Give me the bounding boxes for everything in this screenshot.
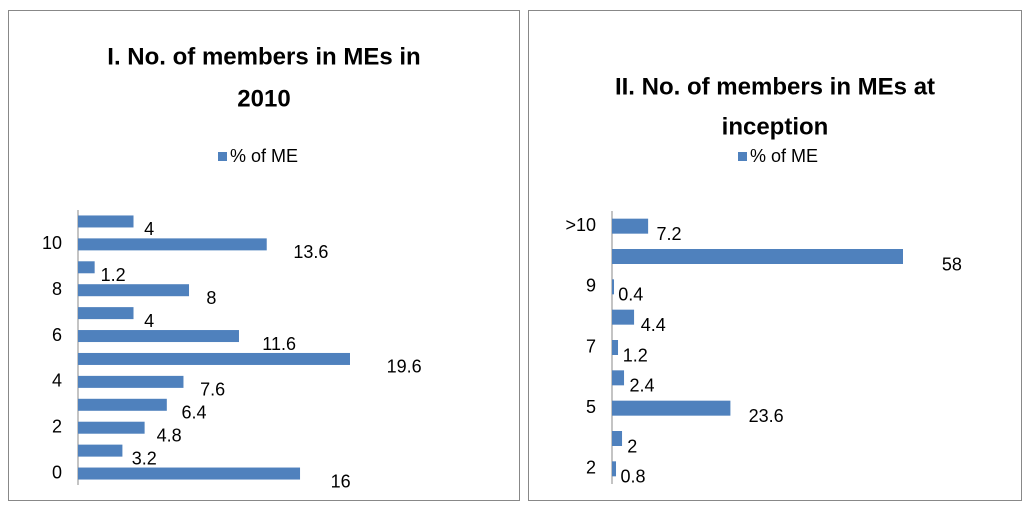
value-label: 2: [627, 436, 637, 456]
chart-title: 2010: [237, 85, 290, 112]
y-tick-label: 2: [52, 416, 62, 436]
bar: [612, 340, 619, 355]
value-label: 4: [144, 219, 154, 239]
bar: [78, 467, 301, 480]
value-label: 6.4: [181, 403, 206, 423]
y-tick-label: 7: [586, 336, 596, 356]
y-tick-label: 2: [586, 458, 596, 478]
value-label: 13.6: [293, 242, 328, 262]
value-label: 19.6: [387, 357, 422, 377]
value-label: 0.8: [620, 467, 645, 487]
chart-title: I. No. of members in MEs in: [107, 43, 420, 70]
value-label: 4.8: [157, 425, 182, 445]
bar: [78, 398, 167, 411]
legend-swatch: [738, 152, 747, 161]
value-label: 7.6: [200, 380, 225, 400]
bar: [78, 375, 184, 388]
bar: [612, 431, 623, 446]
bar: [78, 444, 123, 457]
bar: [78, 284, 190, 297]
bar: [78, 352, 350, 365]
bar: [612, 309, 635, 325]
bar: [612, 249, 903, 264]
bar: [78, 215, 134, 228]
y-tick-label: 9: [586, 276, 596, 296]
bar: [612, 218, 649, 234]
y-tick-label: 6: [52, 325, 62, 345]
bar: [78, 421, 145, 434]
y-tick-label: 5: [586, 397, 596, 417]
value-label: 2.4: [629, 376, 654, 396]
bar: [78, 238, 267, 251]
value-label: 1.2: [101, 265, 126, 285]
legend-label: % of ME: [750, 146, 818, 166]
value-label: 3.2: [132, 448, 157, 468]
y-tick-label: 10: [42, 233, 62, 253]
value-label: 1.2: [623, 345, 648, 365]
chart-title: inception: [722, 113, 829, 140]
y-tick-label: 4: [52, 371, 62, 391]
y-tick-label: >10: [565, 215, 596, 235]
legend-swatch: [218, 152, 227, 161]
bar: [612, 400, 731, 416]
panel-frame: [8, 10, 520, 501]
value-label: 4.4: [641, 315, 666, 335]
value-label: 11.6: [262, 334, 296, 354]
bar: [612, 461, 617, 477]
value-label: 8: [206, 288, 216, 308]
value-label: 16: [331, 471, 351, 491]
bar: [78, 261, 95, 274]
chart-title: II. No. of members in MEs at: [615, 73, 935, 100]
value-label: 7.2: [656, 224, 681, 244]
y-tick-label: 0: [52, 462, 62, 482]
bar: [78, 307, 134, 320]
y-tick-label: 8: [52, 279, 62, 299]
value-label: 0.4: [618, 285, 643, 305]
value-label: 4: [144, 311, 154, 331]
bar: [612, 279, 615, 295]
value-label: 58: [942, 254, 962, 274]
bar: [78, 330, 239, 343]
legend-label: % of ME: [230, 146, 298, 166]
value-label: 23.6: [749, 406, 784, 426]
bar: [612, 370, 625, 386]
